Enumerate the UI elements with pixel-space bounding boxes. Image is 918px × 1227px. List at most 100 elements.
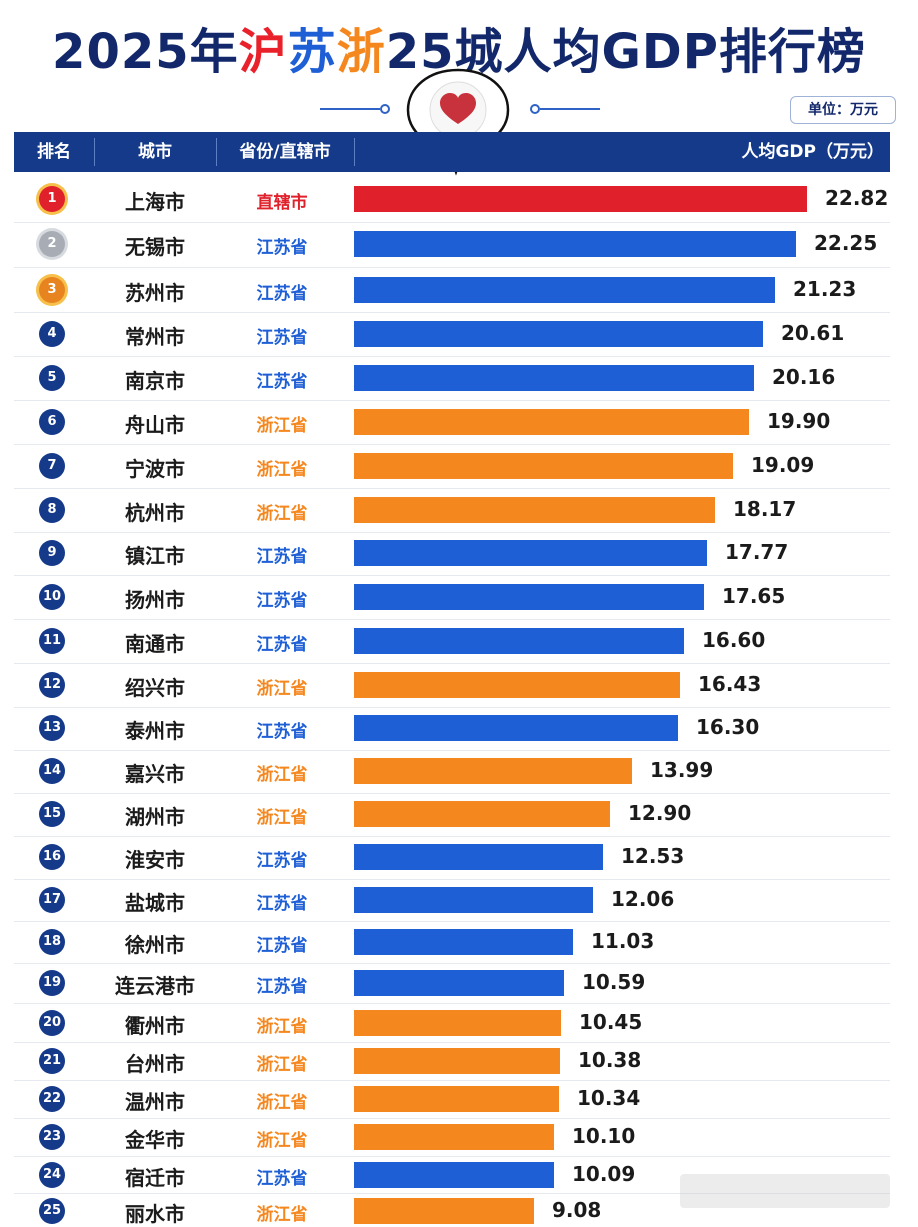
title-prefix: 2025年: [52, 24, 239, 80]
bar: [354, 715, 678, 741]
bar: [354, 321, 763, 347]
title-divider-right: [540, 108, 600, 110]
bar-value-label: 19.90: [767, 409, 831, 433]
city-label: 盐城市: [125, 891, 185, 915]
city-label: 杭州市: [125, 501, 185, 525]
city-label: 南通市: [125, 632, 185, 656]
row-divider: [14, 1042, 890, 1043]
city-label: 衢州市: [125, 1014, 185, 1038]
watermark: [680, 1174, 890, 1208]
bar: [354, 1162, 554, 1188]
city-label: 台州市: [125, 1052, 185, 1076]
header-value: 人均GDP（万元）: [741, 142, 884, 162]
bar-value-label: 12.53: [621, 844, 685, 868]
bar: [354, 365, 754, 391]
province-label: 浙江省: [256, 504, 308, 524]
rank-badge: 23: [39, 1124, 65, 1150]
row-divider: [14, 619, 890, 620]
bar-value-label: 22.82: [825, 186, 889, 210]
rank-badge: 13: [39, 715, 65, 741]
rank-badge: 4: [39, 321, 65, 347]
heart-bubble-icon: [406, 68, 510, 176]
province-label: 江苏省: [256, 977, 308, 997]
bar: [354, 1010, 561, 1036]
bar: [354, 844, 603, 870]
row-divider: [14, 444, 890, 445]
bar: [354, 453, 733, 479]
bar-value-label: 12.06: [611, 887, 675, 911]
row-divider: [14, 267, 890, 268]
province-label: 江苏省: [256, 284, 308, 304]
province-label: 浙江省: [256, 765, 308, 785]
city-label: 徐州市: [125, 933, 185, 957]
province-label: 江苏省: [256, 591, 308, 611]
city-label: 连云港市: [115, 974, 195, 998]
row-divider: [14, 532, 890, 533]
bar: [354, 186, 807, 212]
bar: [354, 970, 564, 996]
rank-badge: 6: [39, 409, 65, 435]
rank-badge: 19: [39, 970, 65, 996]
rank-badge: 2: [39, 231, 65, 257]
rank-badge: 1: [39, 186, 65, 212]
rank-badge: 24: [39, 1162, 65, 1188]
province-label: 江苏省: [256, 372, 308, 392]
city-label: 嘉兴市: [125, 762, 185, 786]
bar-value-label: 10.45: [579, 1010, 643, 1034]
header-city: 城市: [138, 142, 172, 162]
title-zhejiang: 浙: [336, 24, 386, 80]
row-divider: [14, 836, 890, 837]
row-divider: [14, 222, 890, 223]
row-divider: [14, 356, 890, 357]
province-label: 江苏省: [256, 722, 308, 742]
bar-value-label: 22.25: [814, 231, 878, 255]
bar: [354, 1086, 559, 1112]
city-label: 宿迁市: [125, 1166, 185, 1190]
bar: [354, 497, 715, 523]
province-label: 浙江省: [256, 1017, 308, 1037]
bar-value-label: 18.17: [733, 497, 797, 521]
city-label: 绍兴市: [125, 676, 185, 700]
rank-badge: 5: [39, 365, 65, 391]
bar-value-label: 13.99: [650, 758, 714, 782]
province-label: 江苏省: [256, 547, 308, 567]
bar-value-label: 16.43: [698, 672, 762, 696]
bar-value-label: 12.90: [628, 801, 692, 825]
rank-badge: 21: [39, 1048, 65, 1074]
bar: [354, 409, 749, 435]
bar-value-label: 10.59: [582, 970, 646, 994]
city-label: 泰州市: [125, 719, 185, 743]
rank-badge: 11: [39, 628, 65, 654]
city-label: 上海市: [125, 190, 185, 214]
row-divider: [14, 963, 890, 964]
rank-badge: 20: [39, 1010, 65, 1036]
bar-value-label: 21.23: [793, 277, 857, 301]
bar-value-label: 10.38: [578, 1048, 642, 1072]
table-header: 排名 城市 省份/直辖市 人均GDP（万元）: [14, 132, 890, 172]
row-divider: [14, 793, 890, 794]
bar: [354, 1124, 554, 1150]
row-divider: [14, 750, 890, 751]
province-label: 浙江省: [256, 1093, 308, 1113]
rank-badge: 17: [39, 887, 65, 913]
rank-badge: 8: [39, 497, 65, 523]
row-divider: [14, 1080, 890, 1081]
bar-value-label: 10.10: [572, 1124, 636, 1148]
row-divider: [14, 575, 890, 576]
row-divider: [14, 663, 890, 664]
province-label: 浙江省: [256, 679, 308, 699]
rank-badge: 18: [39, 929, 65, 955]
bar: [354, 231, 796, 257]
province-label: 江苏省: [256, 328, 308, 348]
city-label: 舟山市: [125, 413, 185, 437]
row-divider: [14, 707, 890, 708]
row-divider: [14, 1118, 890, 1119]
bar-value-label: 19.09: [751, 453, 815, 477]
city-label: 南京市: [125, 369, 185, 393]
bar-value-label: 17.77: [725, 540, 789, 564]
province-label: 江苏省: [256, 894, 308, 914]
bar-value-label: 10.34: [577, 1086, 641, 1110]
title-divider-dot-right: [530, 104, 540, 114]
bar: [354, 1198, 534, 1224]
